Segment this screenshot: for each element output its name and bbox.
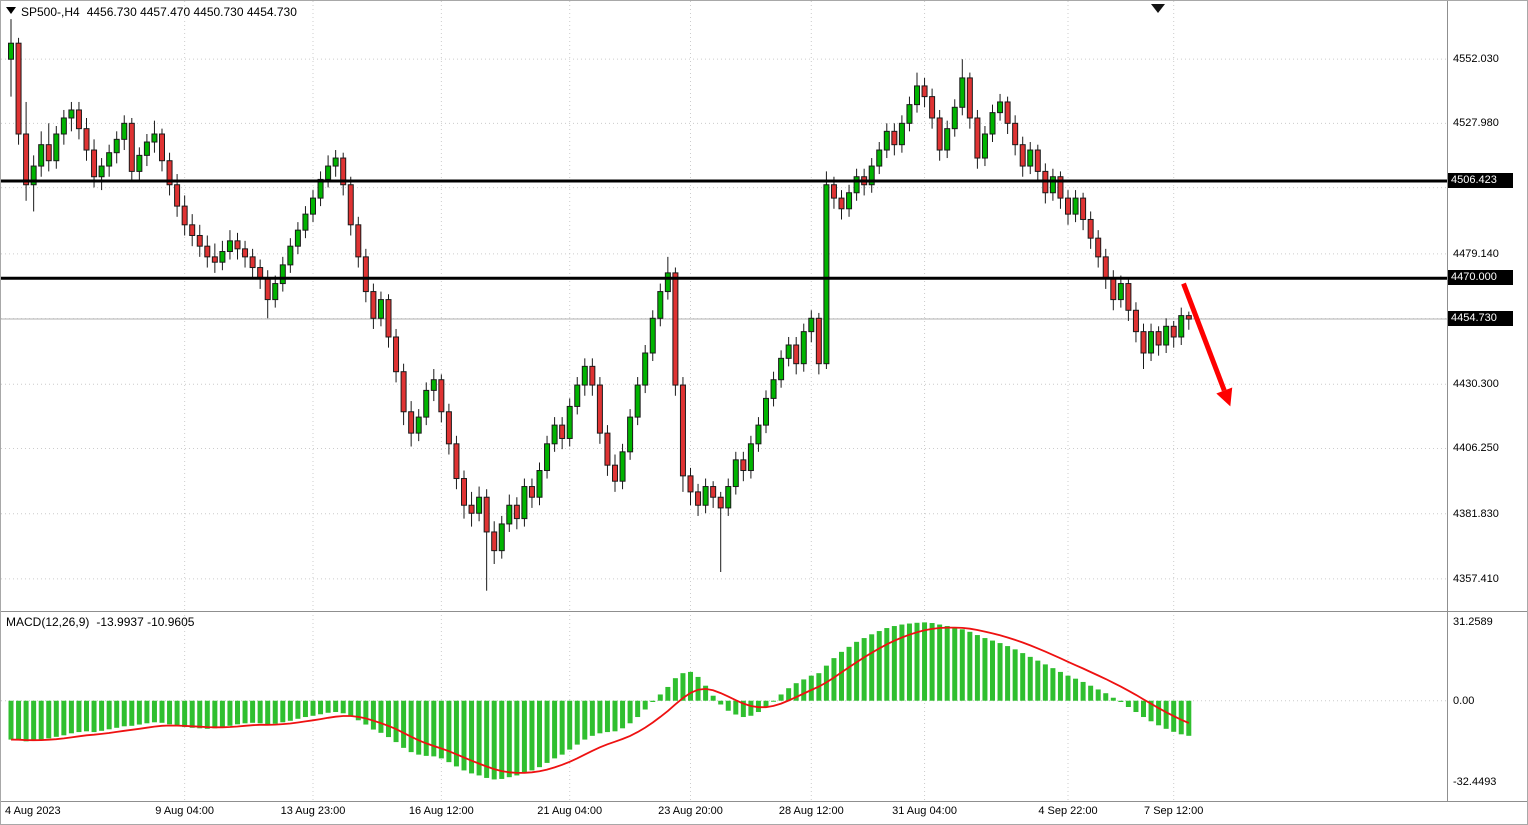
- ohlc-values: 4456.730 4457.470 4450.730 4454.730: [86, 5, 297, 19]
- time-axis[interactable]: 4 Aug 2023 9 Aug 04:00 13 Aug 23:00 16 Aug …: [1, 801, 1527, 824]
- time-axis-label: 23 Aug 20:00: [658, 805, 723, 817]
- price-chart-canvas[interactable]: [1, 1, 1447, 611]
- price-tick-label: 4430.300: [1453, 378, 1499, 391]
- time-axis-divider: [1, 801, 1527, 802]
- header-triangle-icon: [6, 7, 16, 14]
- macd-grid-lines: [1, 611, 1447, 801]
- price-tick-label: 4406.250: [1453, 442, 1499, 455]
- macd-indicator-name: MACD(12,26,9): [6, 615, 90, 629]
- macd-indicator-values: -13.9937 -10.9605: [96, 615, 195, 629]
- macd-pane[interactable]: MACD(12,26,9) -13.9937 -10.9605: [1, 611, 1447, 801]
- price-level-badge: 4506.423: [1447, 172, 1513, 188]
- time-axis-label: 9 Aug 04:00: [155, 805, 215, 817]
- price-pane[interactable]: SP500-,H4 4456.730 4457.470 4450.730 4454…: [1, 1, 1447, 611]
- price-tick-label: 4381.830: [1453, 507, 1499, 520]
- chart-shift-marker-icon[interactable]: [1151, 4, 1165, 13]
- pane-divider[interactable]: [1, 611, 1527, 612]
- time-axis-label: 13 Aug 23:00: [280, 805, 346, 817]
- trend-arrow[interactable]: [1181, 282, 1233, 407]
- macd-tick-label: 0.00: [1453, 694, 1475, 707]
- macd-header: MACD(12,26,9) -13.9937 -10.9605: [6, 615, 194, 629]
- price-level-badge: 4470.000: [1447, 270, 1513, 286]
- price-tick-label: 4527.980: [1453, 117, 1499, 130]
- price-tick-label: 4552.030: [1453, 53, 1499, 66]
- price-axis[interactable]: 4552.030 4527.980 4479.140 4430.300 4406.250…: [1447, 1, 1527, 801]
- time-axis-label: 31 Aug 04:00: [892, 805, 957, 817]
- time-axis-label: 4 Sep 22:00: [1038, 805, 1098, 817]
- time-axis-label: 4 Aug 2023: [5, 805, 61, 817]
- price-axis-divider: [1447, 1, 1448, 801]
- macd-chart-canvas[interactable]: [1, 611, 1447, 801]
- price-tick-label: 4479.140: [1453, 247, 1499, 260]
- current-price-badge: 4454.730: [1447, 311, 1513, 326]
- time-axis-label: 28 Aug 12:00: [778, 805, 844, 817]
- time-axis-label: 7 Sep 12:00: [1144, 805, 1204, 817]
- candles-series: [8, 19, 1192, 591]
- symbol-timeframe-label: SP500-,H4: [21, 5, 80, 19]
- price-tick-label: 4357.410: [1453, 572, 1499, 585]
- macd-signal-line: [10, 626, 1190, 774]
- time-axis-label: 21 Aug 04:00: [537, 805, 603, 817]
- time-axis-label: 16 Aug 12:00: [408, 805, 474, 817]
- macd-tick-label: 31.2589: [1453, 616, 1493, 629]
- chart-header: SP500-,H4 4456.730 4457.470 4450.730 4454…: [6, 5, 297, 19]
- macd-tick-label: -32.4493: [1453, 776, 1497, 789]
- price-grid-lines: [1, 1, 1447, 611]
